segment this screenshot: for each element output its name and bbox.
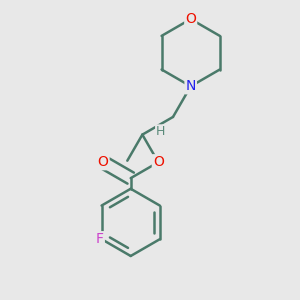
Text: O: O <box>153 155 164 169</box>
Text: F: F <box>96 232 104 246</box>
Text: O: O <box>98 155 109 169</box>
Text: H: H <box>156 125 165 138</box>
Text: N: N <box>185 79 196 93</box>
Text: O: O <box>185 12 196 26</box>
